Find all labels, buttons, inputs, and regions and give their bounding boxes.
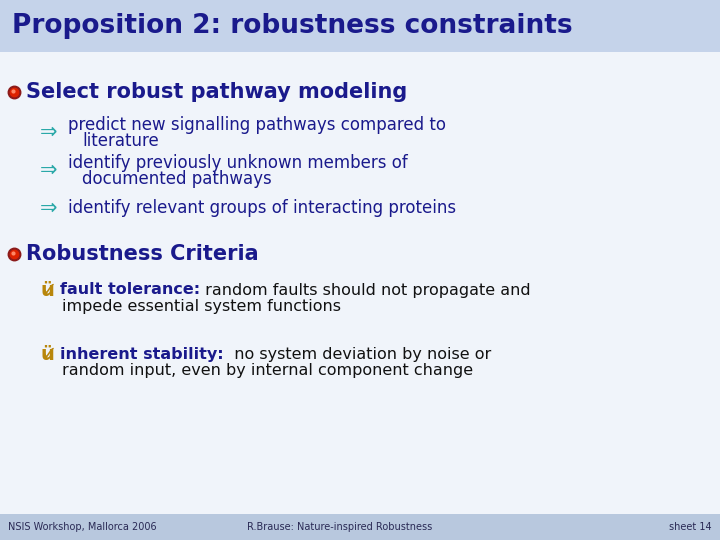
Text: impede essential system functions: impede essential system functions: [62, 300, 341, 314]
Bar: [0, 514, 720, 540]
Text: identify relevant groups of interacting proteins: identify relevant groups of interacting …: [68, 199, 456, 217]
Text: Proposition 2: robustness constraints: Proposition 2: robustness constraints: [12, 13, 572, 39]
Text: inherent stability:: inherent stability:: [60, 347, 224, 361]
Text: sheet 14: sheet 14: [670, 522, 712, 532]
Text: ü: ü: [40, 345, 54, 363]
Text: Select robust pathway modeling: Select robust pathway modeling: [26, 82, 408, 102]
Text: ✓: ✓: [40, 345, 56, 363]
Text: fault tolerance:: fault tolerance:: [60, 282, 200, 298]
Text: R.Brause: Nature-inspired Robustness: R.Brause: Nature-inspired Robustness: [248, 522, 433, 532]
Text: ✓: ✓: [40, 280, 56, 300]
Text: ⇒: ⇒: [40, 198, 58, 218]
Text: predict new signalling pathways compared to: predict new signalling pathways compared…: [68, 116, 446, 134]
Text: Robustness Criteria: Robustness Criteria: [26, 244, 258, 264]
Text: identify previously unknown members of: identify previously unknown members of: [68, 154, 408, 172]
Text: literature: literature: [82, 132, 158, 150]
Text: ⇒: ⇒: [40, 160, 58, 180]
Bar: [0, 0, 720, 52]
Text: NSIS Workshop, Mallorca 2006: NSIS Workshop, Mallorca 2006: [8, 522, 157, 532]
Text: ü: ü: [40, 280, 54, 300]
Text: no system deviation by noise or: no system deviation by noise or: [224, 347, 491, 361]
Text: random faults should not propagate and: random faults should not propagate and: [200, 282, 531, 298]
Text: random input, even by internal component change: random input, even by internal component…: [62, 363, 473, 379]
Bar: [0, 52, 720, 514]
Text: documented pathways: documented pathways: [82, 170, 271, 188]
Text: ⇒: ⇒: [40, 122, 58, 142]
